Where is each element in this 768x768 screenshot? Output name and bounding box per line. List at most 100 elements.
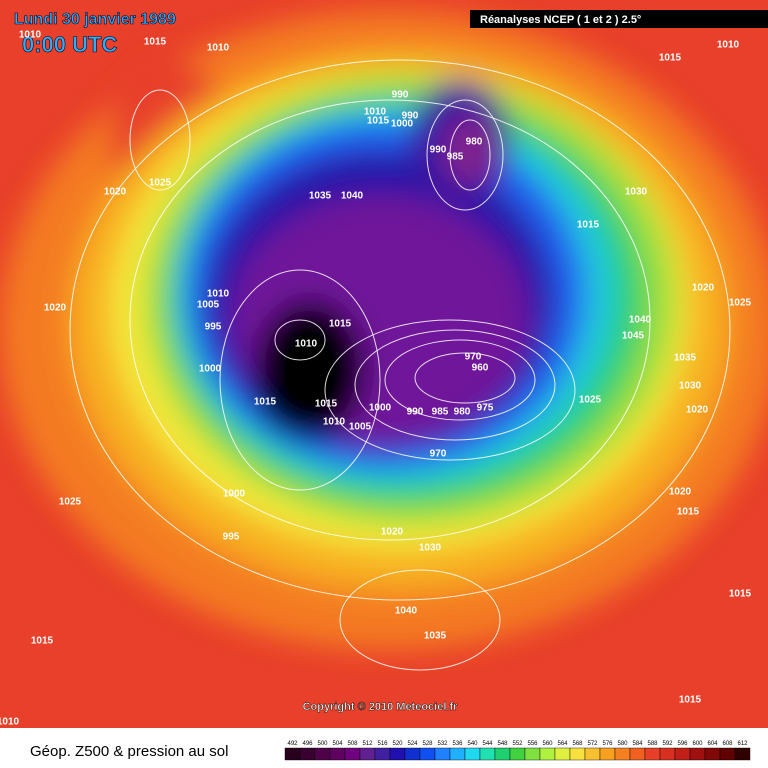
isobar-label: 980 [466,137,483,148]
isobar-label: 1020 [104,187,127,198]
isobar-label: 1000 [223,489,246,500]
colorbar-label: 508 [347,741,358,747]
isobar-label: 990 [392,90,409,101]
isobar-label: 1045 [622,331,645,342]
colorbar-label: 564 [557,741,568,747]
isobar-label: 1015 [329,319,352,330]
isobar-label: 1015 [315,399,338,410]
colorbar-label: 572 [587,741,598,747]
date: Lundi 30 janvier 1989 [14,11,176,28]
source: Réanalyses NCEP ( 1 et 2 ) 2.5° [480,14,641,26]
colorbar-label: 600 [692,741,703,747]
isobar-label: 1000 [391,119,414,130]
colorbar-label: 612 [737,741,748,747]
isobar-label: 1000 [199,364,222,375]
colorbar-swatch [734,747,751,761]
isobar-label: 985 [447,152,464,163]
colorbar-label: 504 [332,741,343,747]
isobar-label: 990 [407,407,424,418]
colorbar-swatch [629,747,646,761]
colorbar-label: 596 [677,741,688,747]
isobar-label: 1020 [686,405,709,416]
colorbar-label: 496 [302,741,313,747]
isobar-label: 1025 [149,178,172,189]
isobar-label: 1040 [629,315,652,326]
isobar-label: 1010 [19,30,42,41]
colorbar-label: 552 [512,741,523,747]
isobar-label: 1005 [349,422,372,433]
colorbar-swatch [599,747,616,761]
isobar-label: 990 [430,145,447,156]
isobar-label: 1035 [424,631,447,642]
isobar-label: 1015 [31,636,54,647]
colorbar-swatch [419,747,436,761]
colorbar-swatch [569,747,586,761]
isobar-label: 1030 [419,543,442,554]
isobar-label: 985 [432,407,449,418]
colorbar-label: 608 [722,741,733,747]
colorbar-swatch [704,747,721,761]
isobar-label: 1015 [729,589,752,600]
colorbar-swatch [464,747,481,761]
map-field [0,0,768,728]
colorbar-label: 548 [497,741,508,747]
isobar-label: 1030 [625,187,648,198]
colorbar-label: 512 [362,741,373,747]
isobar-label: 1010 [207,289,230,300]
isobar-label: 1010 [717,40,740,51]
isobar-label: 990 [402,111,419,122]
colorbar-label: 516 [377,741,388,747]
colorbar-swatch [284,747,301,761]
colorbar-swatch [554,747,571,761]
isobar-label: 1020 [44,303,67,314]
isobar-label: 1015 [677,507,700,518]
colorbar-label: 604 [707,741,718,747]
colorbar-swatch [374,747,391,761]
colorbar-swatch [719,747,736,761]
isobar-label: 1040 [341,191,364,202]
colorbar-label: 524 [407,741,418,747]
isobar-label: 1010 [295,339,318,350]
isobar-label: 1035 [309,191,332,202]
isobar-label: 1025 [579,395,602,406]
isobar-label: 1010 [364,107,387,118]
isobar-label: 970 [465,352,482,363]
isobar-label: 1015 [367,116,390,127]
colorbar-swatch [314,747,331,761]
colorbar-swatch [299,747,316,761]
isobar-label: 1030 [679,381,702,392]
caption: Géop. Z500 & pression au sol [30,743,228,760]
isobar-label: 1005 [197,300,220,311]
isobar-label: 1010 [0,717,20,728]
copyright: Copyright © 2010 Meteociel.fr [303,701,459,713]
colorbar-label: 576 [602,741,613,747]
isobar-label: 1015 [577,220,600,231]
colorbar-swatch [539,747,556,761]
colorbar-label: 544 [482,741,493,747]
colorbar-label: 500 [317,741,328,747]
colorbar-label: 592 [662,741,673,747]
isobar-label: 960 [472,363,489,374]
isobar-label: 1020 [381,527,404,538]
colorbar-swatch [494,747,511,761]
colorbar-swatch [509,747,526,761]
colorbar-swatch [584,747,601,761]
isobar-label: 1015 [659,53,682,64]
colorbar-swatch [329,747,346,761]
isobar-label: 1020 [669,487,692,498]
isobar-label: 1025 [59,497,82,508]
colorbar-swatch [524,747,541,761]
isobar-label: 970 [430,449,447,460]
isobar-label: 975 [477,403,494,414]
isobar-label: 995 [205,322,222,333]
isobar-label: 1025 [729,298,752,309]
colorbar-swatch [644,747,661,761]
colorbar-label: 556 [527,741,538,747]
colorbar-label: 532 [437,741,448,747]
isobar-label: 1000 [369,403,392,414]
colorbar-swatch [449,747,466,761]
isobar-label: 1020 [692,283,715,294]
colorbar-label: 492 [287,741,298,747]
time: 0:00 UTC [22,32,117,57]
